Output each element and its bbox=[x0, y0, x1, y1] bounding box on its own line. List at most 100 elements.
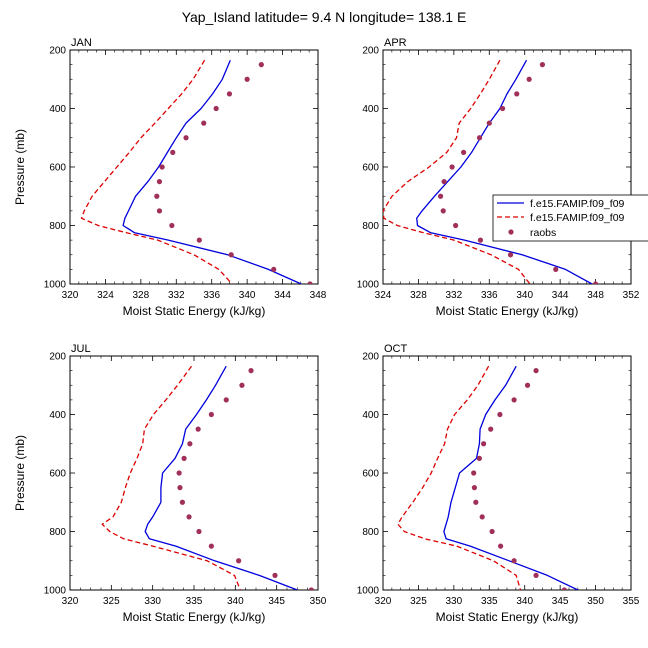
panel-jul: JUL 320 325 330 335 340 345 350 200 400 600 800 1000… bbox=[13, 343, 327, 624]
raobs-point bbox=[507, 252, 514, 258]
raobs-point bbox=[183, 135, 189, 141]
model2-line bbox=[80, 59, 233, 284]
y-tick-label: 200 bbox=[362, 352, 379, 363]
y-tick-label: 600 bbox=[49, 469, 66, 480]
y-tick-label: 1000 bbox=[357, 280, 380, 291]
figure-title: Yap_Island latitude= 9.4 N longitude= 13… bbox=[182, 9, 467, 25]
x-tick-label: 340 bbox=[227, 596, 244, 607]
x-tick-label: 340 bbox=[239, 290, 256, 301]
raobs-point bbox=[471, 470, 477, 476]
panels: JAN 320 324 328 332 336 340 344 348 200 400 600 800 1… bbox=[13, 37, 640, 624]
y-tick-label: 800 bbox=[362, 527, 379, 538]
raobs-point bbox=[473, 499, 479, 505]
x-tick-label: 332 bbox=[168, 290, 185, 301]
raobs-point bbox=[201, 120, 207, 126]
plot-area bbox=[397, 365, 579, 590]
legend-label-raobs: raobs bbox=[530, 227, 556, 239]
y-tick-label: 800 bbox=[49, 527, 66, 538]
x-axis-title: Moist Static Energy (kJ/kg) bbox=[436, 304, 579, 318]
x-tick-label: 352 bbox=[623, 290, 640, 301]
raobs-point bbox=[154, 193, 160, 199]
y-tick-label: 1000 bbox=[44, 280, 67, 291]
raobs-point bbox=[488, 426, 494, 432]
raobs-point bbox=[169, 222, 175, 229]
plot-frame bbox=[69, 355, 319, 591]
raobs-point bbox=[239, 382, 245, 388]
panel-jan: JAN 320 324 328 332 336 340 344 348 200 400 600 800 1… bbox=[13, 37, 327, 318]
raobs-point bbox=[308, 587, 314, 590]
x-tick-label: 325 bbox=[410, 596, 427, 607]
raobs-point bbox=[499, 105, 506, 112]
model2-line bbox=[101, 365, 241, 590]
x-tick-label: 345 bbox=[268, 596, 285, 607]
raobs-point bbox=[511, 397, 517, 403]
raobs-point bbox=[258, 62, 264, 68]
y-tick-label: 600 bbox=[362, 163, 379, 174]
raobs-point bbox=[533, 572, 539, 578]
raobs-point bbox=[471, 485, 478, 491]
x-tick-label: 330 bbox=[144, 596, 161, 607]
model1-line bbox=[443, 365, 579, 590]
x-axis-title: Moist Static Energy (kJ/kg) bbox=[123, 610, 266, 624]
raobs-point bbox=[511, 558, 517, 564]
x-axis-title: Moist Static Energy (kJ/kg) bbox=[436, 610, 579, 624]
plot-area bbox=[80, 59, 313, 284]
model2-line bbox=[383, 59, 531, 284]
raobs-point bbox=[514, 91, 520, 97]
x-tick-label: 328 bbox=[133, 290, 150, 301]
y-tick-label: 1000 bbox=[44, 586, 67, 597]
y-tick-label: 200 bbox=[49, 352, 66, 363]
y-tick-label: 400 bbox=[362, 410, 379, 421]
plot-area bbox=[101, 365, 314, 590]
y-axis-title: Pressure (mb) bbox=[13, 129, 27, 205]
raobs-point bbox=[561, 587, 567, 590]
raobs-point bbox=[553, 266, 559, 272]
plot-frame bbox=[382, 355, 632, 591]
legend-label-model1: f.e15.FAMIP.f09_f09 bbox=[530, 198, 625, 210]
raobs-point bbox=[156, 179, 163, 185]
raobs-point bbox=[159, 164, 165, 170]
x-tick-label: 320 bbox=[375, 596, 392, 607]
raobs-point bbox=[592, 281, 599, 284]
x-tick-label: 345 bbox=[552, 596, 569, 607]
x-tick-label: 335 bbox=[481, 596, 498, 607]
x-tick-label: 355 bbox=[623, 596, 640, 607]
raobs-point bbox=[533, 368, 539, 374]
raobs-point bbox=[196, 237, 202, 243]
x-tick-label: 320 bbox=[62, 290, 79, 301]
x-tick-label: 344 bbox=[552, 290, 569, 301]
raobs-point bbox=[440, 208, 446, 214]
raobs-point bbox=[236, 558, 242, 564]
y-tick-label: 200 bbox=[49, 46, 66, 57]
panel-oct: OCT 320 325 330 335 340 345 350 355 200 400 600 800 1… bbox=[357, 343, 640, 624]
raobs-point bbox=[213, 105, 219, 112]
x-tick-label: 348 bbox=[310, 290, 327, 301]
raobs-point bbox=[156, 208, 163, 214]
panel-label: JUL bbox=[71, 343, 91, 355]
plot-frame bbox=[69, 49, 319, 285]
x-tick-label: 320 bbox=[62, 596, 79, 607]
raobs-point bbox=[526, 76, 532, 82]
y-tick-label: 600 bbox=[49, 163, 66, 174]
x-tick-label: 336 bbox=[481, 290, 498, 301]
x-tick-label: 335 bbox=[186, 596, 203, 607]
x-tick-label: 340 bbox=[516, 596, 533, 607]
raobs-point bbox=[481, 441, 487, 447]
y-tick-label: 600 bbox=[362, 469, 379, 480]
raobs-point bbox=[187, 441, 193, 447]
x-tick-label: 350 bbox=[310, 596, 327, 607]
x-tick-label: 348 bbox=[587, 290, 604, 301]
y-tick-label: 800 bbox=[49, 221, 66, 232]
raobs-point bbox=[228, 252, 234, 258]
x-tick-label: 344 bbox=[274, 290, 291, 301]
y-tick-label: 1000 bbox=[357, 586, 380, 597]
raobs-point bbox=[524, 382, 531, 388]
model1-line bbox=[144, 365, 298, 590]
raobs-point bbox=[486, 120, 492, 126]
raobs-point bbox=[476, 455, 482, 461]
raobs-point bbox=[453, 222, 459, 229]
raobs-point bbox=[208, 411, 214, 418]
x-tick-label: 350 bbox=[587, 596, 604, 607]
y-tick-label: 400 bbox=[49, 410, 66, 421]
raobs-point bbox=[307, 281, 313, 284]
